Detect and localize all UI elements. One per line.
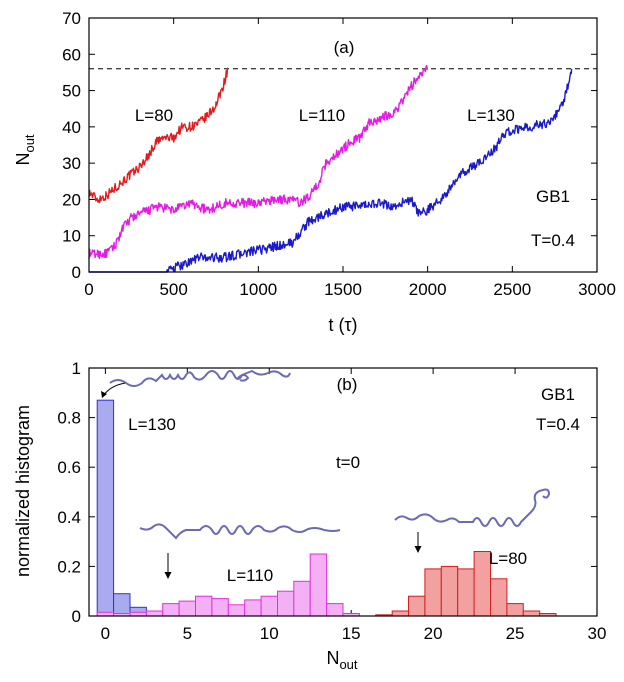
pointer-arrowhead-l80: [414, 546, 422, 553]
panel-b-y-tick-label: 0: [72, 607, 81, 626]
panel-b-time-label: t=0: [336, 453, 360, 472]
bar-l80-n24: [490, 578, 508, 617]
panel-b-x-tick-label: 10: [260, 624, 279, 643]
panel-a-series: [88, 64, 573, 273]
panel-b-temperature-label: T=0.4: [536, 415, 580, 434]
panel-a-y-tick-label: 70: [62, 9, 81, 28]
bar-l110-n13: [309, 553, 328, 617]
series-label-l80: L=80: [135, 106, 173, 125]
panel-a-y-axis-label-sub: out: [22, 134, 37, 152]
panel-b-x-axis-label-sub: out: [339, 657, 357, 672]
bar-l110-n14: [326, 603, 344, 617]
panel-a-y-tick-label: 30: [62, 154, 81, 173]
panel-a-y-tick-label: 0: [72, 263, 81, 282]
panel-b-x-axis-label: Nout: [326, 648, 357, 672]
panel-b-y-tick-label: 0.4: [57, 508, 81, 527]
protein-sketch-l130: [109, 369, 291, 387]
panel-a-x-tick-label: 1500: [324, 280, 362, 299]
panel-a-label: (a): [334, 38, 355, 57]
panel-a-y-axis-label: Nout: [13, 134, 37, 165]
panel-a-y-tick-label: 10: [62, 227, 81, 246]
panel-b-x-tick-label: 25: [506, 624, 525, 643]
bar-l130-n1: [113, 593, 131, 617]
bar-l110-n4: [162, 603, 180, 617]
panel-a-x-tick-label: 500: [159, 280, 187, 299]
bar-l80-n20: [424, 568, 442, 617]
bar-l80-n26: [522, 610, 541, 617]
panel-b: 0 5 10 15 20 25 30 0 0.2 0.4 0.6 0.8 1 (b) t=0 GB1 T…: [13, 359, 606, 672]
panel-b-x-tick-label: 30: [588, 624, 607, 643]
bar-l80-n18: [391, 610, 410, 617]
panel-a-x-tick-label: 1000: [239, 280, 277, 299]
bar-l110-n8: [227, 604, 246, 617]
panel-a-x-tick-label: 2000: [409, 280, 447, 299]
panel-a: 0 500 1000 1500 2000 2500 3000010203040506070 …: [13, 9, 616, 335]
panel-b-y-tick-label: 0.6: [57, 458, 81, 477]
panel-b-protein-label: GB1: [541, 385, 575, 404]
sketch-pointer-arrowhead-l130: [101, 391, 107, 398]
bar-l110-n6: [195, 595, 213, 617]
series-label-l130: L=130: [467, 106, 515, 125]
panel-b-x-tick-label: 20: [424, 624, 443, 643]
pointer-arrowhead-l110: [164, 572, 172, 579]
panel-a-x-tick-label: 3000: [578, 280, 616, 299]
bar-l110-n11: [277, 590, 295, 617]
protein-sketch-l80: [394, 488, 551, 527]
bar-l80-n22: [457, 568, 475, 617]
panel-b-x-tick-label: 0: [101, 624, 110, 643]
panel-a-y-tick-label: 20: [62, 190, 81, 209]
panel-a-y-tick-label: 40: [62, 118, 81, 137]
series-label-b-l80: L=80: [489, 549, 527, 568]
bar-l80-n25: [506, 603, 524, 617]
panel-a-y-tick-label: 60: [62, 45, 81, 64]
series-line-l130: [89, 68, 573, 273]
series-line-l110: [88, 64, 429, 260]
panel-b-series-labels: L=130 L=110 L=80: [128, 415, 527, 585]
panel-b-x-tick-label: 15: [342, 624, 361, 643]
panel-b-frame: [88, 367, 598, 617]
series-label-b-l110: L=110: [227, 566, 273, 585]
protein-sketch-l110: [139, 523, 341, 540]
panel-a-x-tick-label: 2500: [493, 280, 531, 299]
bar-l110-n7: [211, 598, 229, 617]
panel-b-y-axis-label: normalized histogram: [13, 405, 33, 577]
panel-a-y-axis-label-main: N: [13, 153, 33, 166]
panel-a-ticks: 0 500 1000 1500 2000 2500 3000 0 10 20 30 40 50 60 70: [62, 9, 616, 299]
panel-a-series-labels: L=80 L=110 L=130: [135, 106, 515, 125]
panel-b-y-tick-label: 0.8: [57, 409, 81, 428]
bar-l130-n0: [96, 399, 115, 617]
panel-b-y-tick-label: 0.2: [57, 557, 81, 576]
panel-b-x-tick-label: 5: [183, 624, 192, 643]
sketch-pointer-arrow-l130: [103, 382, 126, 396]
panel-b-y-tick-label: 1: [72, 359, 81, 378]
panel-a-frame: [88, 17, 598, 273]
series-line-l80: [88, 67, 229, 203]
bar-l110-n5: [178, 600, 197, 617]
panel-a-protein-label: GB1: [536, 187, 570, 206]
panel-b-label: (b): [337, 375, 358, 394]
bar-l80-n19: [408, 595, 426, 617]
bar-l110-n10: [260, 595, 279, 617]
panel-b-x-axis-label-main: N: [326, 648, 339, 668]
panel-a-y-tick-label: 50: [62, 82, 81, 101]
panel-a-x-tick-label: 0: [84, 280, 93, 299]
bar-l80-n21: [440, 565, 459, 617]
panel-a-x-axis-label: t (τ): [328, 315, 357, 335]
panel-a-temperature-label: T=0.4: [531, 231, 575, 250]
series-label-b-l130: L=130: [128, 415, 176, 434]
bar-l110-n9: [244, 599, 262, 617]
bar-l110-n12: [293, 580, 311, 617]
panel-b-ticks: 0 5 10 15 20 25 30 0 0.2 0.4 0.6 0.8 1: [57, 359, 606, 643]
series-label-l110: L=110: [299, 106, 345, 125]
bar-l110-n3: [145, 610, 164, 617]
